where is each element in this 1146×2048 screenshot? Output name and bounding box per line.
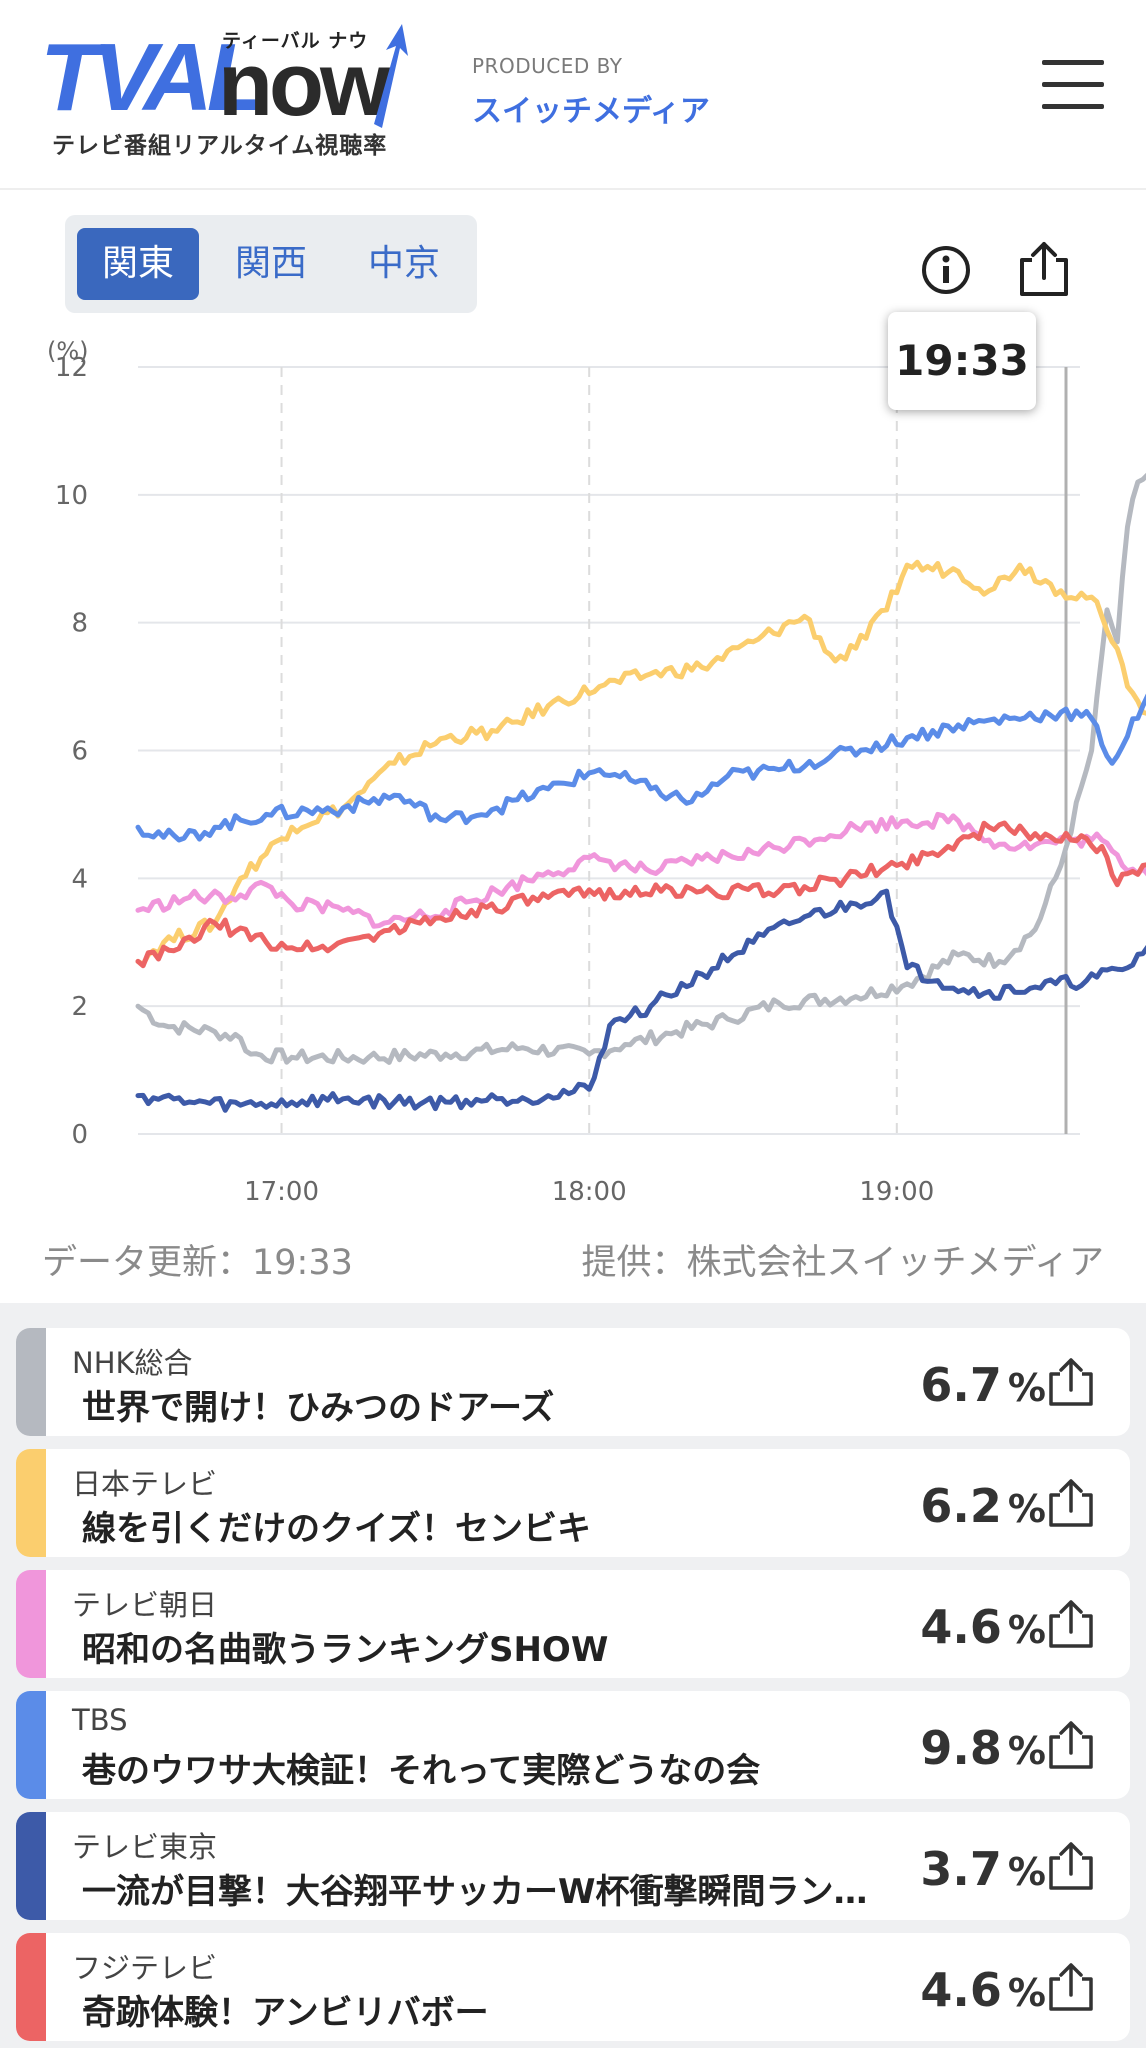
rating-value: 6.7% — [920, 1358, 1046, 1412]
series-line — [135, 811, 1146, 929]
share-icon[interactable] — [1046, 1477, 1096, 1529]
share-icon[interactable] — [1046, 1719, 1096, 1771]
logo-arrow-icon — [374, 24, 408, 128]
program-title: 線を引くだけのクイズ！センビキ — [82, 1509, 591, 1549]
program-row-tv-asahi[interactable]: テレビ朝日 昭和の名曲歌うランキングSHOW 4.6% — [16, 1570, 1130, 1678]
station-name: テレビ朝日 — [72, 1588, 218, 1622]
channel-color-bar — [16, 1328, 46, 1436]
y-tick-label: 12 — [55, 353, 88, 383]
program-title: 昭和の名曲歌うランキングSHOW — [82, 1630, 609, 1670]
share-icon[interactable] — [1046, 1598, 1096, 1650]
program-title: 一流が目撃！大谷翔平サッカーW杯衝撃瞬間ランキング — [82, 1872, 892, 1912]
time-tooltip: 19:33 — [888, 312, 1036, 410]
provider-label: 提供：株式会社スイッチメディア — [581, 1243, 1104, 1283]
rating-value: 9.8% — [920, 1721, 1046, 1775]
series-line — [135, 820, 1146, 969]
tab-kanto[interactable]: 関東 — [77, 228, 199, 300]
share-icon[interactable] — [1046, 1840, 1096, 1892]
region-tabs: 関東 関西 中京 — [65, 215, 477, 313]
series-line — [135, 888, 1146, 1113]
station-name: フジテレビ — [72, 1951, 218, 1985]
rating-value: 4.6% — [920, 1963, 1046, 2017]
produced-by-label: PRODUCED BY — [472, 54, 623, 78]
channel-color-bar — [16, 1691, 46, 1799]
producer-link[interactable]: スイッチメディア — [472, 94, 710, 129]
series-line — [135, 472, 1146, 1065]
x-tick-label: 17:00 — [244, 1177, 319, 1207]
y-tick-label: 2 — [71, 992, 88, 1022]
y-tick-label: 0 — [71, 1120, 88, 1150]
station-name: TBS — [72, 1703, 128, 1737]
logo-kana-text: ティーバル ナウ — [222, 30, 369, 52]
station-name: テレビ東京 — [72, 1830, 218, 1864]
station-name: 日本テレビ — [72, 1467, 218, 1501]
y-tick-label: 6 — [71, 737, 88, 767]
rating-value: 4.6% — [920, 1600, 1046, 1654]
y-tick-label: 8 — [71, 609, 88, 639]
y-tick-label: 10 — [55, 481, 88, 511]
chart-svg: 0 2 4 6 8 10 12 17:00 18:00 19:00 — [55, 353, 1146, 1207]
share-icon[interactable] — [1016, 240, 1072, 298]
channel-color-bar — [16, 1812, 46, 1920]
channel-color-bar — [16, 1449, 46, 1557]
ratings-chart: (%) 0 2 4 6 8 10 12 17:00 18:00 19:00 — [0, 325, 1146, 1225]
channel-color-bar — [16, 1570, 46, 1678]
program-list: NHK総合 世界で開け！ひみつのドアーズ 6.7% 日本テレビ 線を引くだけのク… — [0, 1303, 1146, 2048]
x-tick-label: 18:00 — [552, 1177, 627, 1207]
program-row-tv-tokyo[interactable]: テレビ東京 一流が目撃！大谷翔平サッカーW杯衝撃瞬間ランキング 3.7% — [16, 1812, 1130, 1920]
channel-color-bar — [16, 1933, 46, 2041]
program-title: 奇跡体験！アンビリバボー — [82, 1993, 489, 2033]
data-update-label: データ更新：19:33 — [42, 1243, 353, 1283]
program-row-nhk[interactable]: NHK総合 世界で開け！ひみつのドアーズ 6.7% — [16, 1328, 1130, 1436]
y-tick-label: 4 — [71, 864, 88, 894]
info-icon[interactable] — [920, 244, 972, 296]
rating-value: 3.7% — [920, 1842, 1046, 1896]
y-axis-unit: (%) — [47, 337, 89, 365]
x-tick-label: 19:00 — [859, 1177, 934, 1207]
program-title: 巷のウワサ大検証！それって実際どうなの会 — [82, 1751, 761, 1791]
logo-now-text: now — [218, 35, 390, 135]
tab-kansai[interactable]: 関西 — [234, 243, 307, 284]
program-row-tbs[interactable]: TBS 巷のウワサ大検証！それって実際どうなの会 9.8% — [16, 1691, 1130, 1799]
series-line — [135, 693, 1146, 843]
station-name: NHK総合 — [72, 1346, 193, 1380]
tab-chukyo[interactable]: 中京 — [367, 243, 440, 284]
program-row-fuji-tv[interactable]: フジテレビ 奇跡体験！アンビリバボー 4.6% — [16, 1933, 1130, 2041]
share-icon[interactable] — [1046, 1961, 1096, 2013]
program-row-ntv[interactable]: 日本テレビ 線を引くだけのクイズ！センビキ 6.2% — [16, 1449, 1130, 1557]
series-line — [135, 559, 1146, 967]
logo-subtitle: テレビ番組リアルタイム視聴率 — [52, 133, 388, 159]
logo-tval-text: TVAL — [40, 24, 266, 131]
share-icon[interactable] — [1046, 1356, 1096, 1408]
app-header: TVAL now ティーバル ナウ テレビ番組リアルタイム視聴率 PRODUCE… — [0, 0, 1146, 190]
tvalnow-logo[interactable]: TVAL now ティーバル ナウ テレビ番組リアルタイム視聴率 — [40, 22, 410, 162]
program-title: 世界で開け！ひみつのドアーズ — [82, 1388, 555, 1428]
rating-value: 6.2% — [920, 1479, 1046, 1533]
hamburger-menu-icon[interactable] — [1042, 60, 1104, 114]
